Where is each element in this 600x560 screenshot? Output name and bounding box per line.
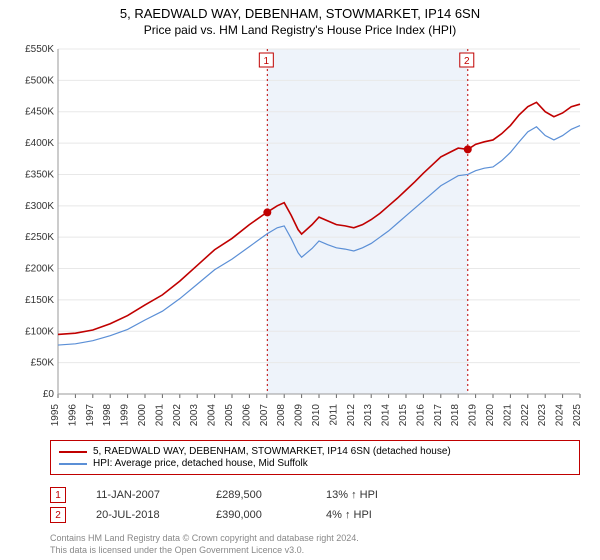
svg-text:£0: £0 [43,389,55,400]
chart-titles: 5, RAEDWALD WAY, DEBENHAM, STOWMARKET, I… [10,6,590,43]
transaction-badge: 1 [50,487,66,503]
transaction-price: £390,000 [216,509,296,521]
legend-swatch-price [59,451,87,453]
svg-text:£250K: £250K [25,232,54,243]
svg-text:£350K: £350K [25,169,54,180]
svg-text:1999: 1999 [120,404,131,427]
svg-text:2001: 2001 [154,404,165,427]
svg-text:£300K: £300K [25,201,54,212]
svg-text:2008: 2008 [276,404,287,427]
transaction-row: 2 20-JUL-2018 £390,000 4% ↑ HPI [50,507,590,523]
svg-text:2024: 2024 [555,404,566,427]
transaction-date: 20-JUL-2018 [96,509,186,521]
chart-svg: £0 £50K £100K £150K £200K £250K £300K £350K £400… [10,43,590,434]
svg-text:2022: 2022 [520,404,531,427]
svg-text:2012: 2012 [346,404,357,427]
svg-text:2011: 2011 [328,404,339,426]
svg-text:£200K: £200K [25,264,54,275]
svg-text:2010: 2010 [311,404,322,427]
svg-text:1: 1 [264,56,270,67]
transaction-hpi: 4% ↑ HPI [326,509,406,521]
svg-text:£550K: £550K [25,44,54,55]
svg-text:2000: 2000 [137,404,148,427]
transaction-date: 11-JAN-2007 [96,489,186,501]
svg-text:2002: 2002 [172,404,183,427]
svg-text:2023: 2023 [537,404,548,427]
svg-text:£450K: £450K [25,107,54,118]
transaction-price: £289,500 [216,489,296,501]
legend-swatch-hpi [59,463,87,465]
svg-text:1996: 1996 [67,404,78,427]
transaction-badge: 2 [50,507,66,523]
title-subtitle: Price paid vs. HM Land Registry's House … [10,23,590,37]
svg-text:2025: 2025 [572,404,583,427]
svg-text:1995: 1995 [50,404,61,427]
chart-plot-area: £0 £50K £100K £150K £200K £250K £300K £350K £400… [10,43,590,434]
svg-text:1998: 1998 [102,404,113,427]
svg-text:2: 2 [464,56,470,67]
svg-text:1997: 1997 [85,404,96,427]
svg-text:2018: 2018 [450,404,461,427]
svg-text:£150K: £150K [25,295,54,306]
svg-text:£100K: £100K [25,326,54,337]
svg-text:2006: 2006 [241,404,252,427]
svg-text:2020: 2020 [485,404,496,427]
svg-text:£400K: £400K [25,138,54,149]
svg-text:2003: 2003 [189,404,200,427]
footer-line: This data is licensed under the Open Gov… [50,545,590,557]
footer-attribution: Contains HM Land Registry data © Crown c… [50,533,590,556]
legend-label: 5, RAEDWALD WAY, DEBENHAM, STOWMARKET, I… [93,446,451,457]
svg-text:2019: 2019 [468,404,479,427]
svg-text:2007: 2007 [259,404,270,427]
legend-item: HPI: Average price, detached house, Mid … [59,458,571,469]
transaction-row: 1 11-JAN-2007 £289,500 13% ↑ HPI [50,487,590,503]
svg-text:2009: 2009 [294,404,305,427]
footer-line: Contains HM Land Registry data © Crown c… [50,533,590,545]
svg-text:2017: 2017 [433,404,444,427]
svg-text:2013: 2013 [363,404,374,427]
svg-text:£500K: £500K [25,75,54,86]
legend-item: 5, RAEDWALD WAY, DEBENHAM, STOWMARKET, I… [59,446,571,457]
svg-text:£50K: £50K [31,358,55,369]
svg-text:2014: 2014 [381,404,392,427]
chart-container: 5, RAEDWALD WAY, DEBENHAM, STOWMARKET, I… [0,0,600,560]
svg-text:2016: 2016 [415,404,426,427]
title-address: 5, RAEDWALD WAY, DEBENHAM, STOWMARKET, I… [10,6,590,21]
svg-text:2005: 2005 [224,404,235,427]
svg-text:2021: 2021 [502,404,513,427]
legend-label: HPI: Average price, detached house, Mid … [93,458,308,469]
svg-text:2004: 2004 [207,404,218,427]
svg-text:2015: 2015 [398,404,409,427]
legend: 5, RAEDWALD WAY, DEBENHAM, STOWMARKET, I… [50,440,580,475]
transaction-list: 1 11-JAN-2007 £289,500 13% ↑ HPI 2 20-JU… [50,483,590,527]
transaction-hpi: 13% ↑ HPI [326,489,406,501]
